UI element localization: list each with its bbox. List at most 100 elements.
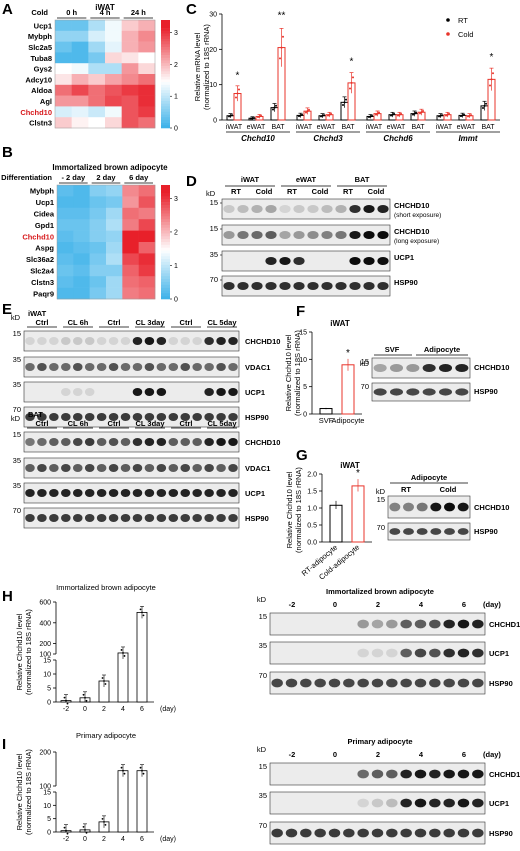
panel-title: iWAT: [330, 319, 350, 328]
blot-band: [204, 337, 214, 345]
data-point: [120, 766, 123, 769]
blot-band: [328, 678, 341, 688]
blot-band: [300, 828, 312, 838]
heatmap-cell: [89, 276, 107, 288]
gene-label: Adcy10: [25, 75, 52, 84]
mw-marker: 35: [210, 250, 218, 259]
kd-label: kD: [376, 487, 386, 496]
heatmap-cell: [71, 63, 89, 75]
data-point: [228, 115, 230, 118]
heatmap-cell: [138, 287, 156, 300]
colorbar-step: [161, 25, 170, 29]
blot-band: [389, 528, 401, 535]
colorbar-step: [161, 207, 170, 211]
data-point: [446, 113, 449, 116]
y-tick-label: 100: [39, 652, 51, 659]
y-tick-label: 1.5: [307, 489, 317, 496]
heatmap-cell: [55, 84, 72, 96]
heatmap-cell: [88, 117, 106, 129]
blot-band: [156, 514, 167, 522]
colorbar-step: [161, 187, 170, 191]
x-tick-label: eWAT: [387, 124, 406, 131]
blot-band: [457, 798, 470, 808]
blot-band: [192, 514, 202, 522]
blot-band: [168, 489, 179, 497]
kd-label: kD: [11, 414, 21, 423]
heatmap-cell: [122, 242, 139, 254]
blot-band: [96, 489, 107, 497]
lane-label: Ctrl: [180, 318, 193, 327]
lane-label: 4: [419, 750, 424, 759]
mw-marker: 70: [377, 523, 385, 532]
x-tick-label: -2: [63, 706, 69, 713]
colorbar-step: [161, 57, 170, 61]
blot-band: [279, 257, 291, 265]
blot-band: [156, 363, 167, 371]
blot-band: [223, 282, 235, 290]
blot-band: [377, 205, 389, 213]
blot-band: [251, 205, 263, 213]
blot-strip: [269, 791, 486, 815]
blot-band: [192, 489, 202, 497]
data-point: [275, 104, 277, 107]
blot-band: [472, 769, 484, 779]
blot-band: [108, 438, 119, 446]
gene-label: Gpd1: [35, 221, 54, 230]
blot-band: [279, 205, 291, 213]
colorbar-step: [161, 68, 170, 72]
colorbar-step: [161, 202, 170, 206]
data-point: [460, 115, 462, 118]
blot-band: [400, 648, 412, 658]
y-tick-label: 5: [303, 384, 307, 391]
gene-group-label: Chchd10: [241, 134, 275, 143]
data-point: [352, 76, 354, 79]
data-point: [123, 655, 126, 657]
blot-row-label: UCP1: [489, 649, 509, 658]
heatmap-cell: [57, 242, 74, 254]
blot-band: [321, 282, 333, 290]
blot-band: [25, 438, 35, 446]
blot-band: [472, 648, 484, 658]
colorbar-step: [161, 256, 170, 260]
blot-strip: [269, 641, 486, 665]
heatmap-cell: [71, 117, 89, 129]
heatmap-cell: [138, 41, 156, 53]
colorbar-step: [161, 90, 170, 94]
colorbar-step: [161, 119, 170, 123]
colorbar-step: [161, 193, 170, 197]
panel-letter: A: [2, 1, 13, 18]
blot-band: [108, 337, 119, 345]
y-tick-label: 10: [299, 357, 307, 364]
heatmap-cell: [88, 95, 106, 107]
data-point: [103, 680, 105, 682]
x-tick-label: eWAT: [247, 124, 266, 131]
colorbar-step: [161, 219, 170, 223]
blot-band: [279, 282, 291, 290]
data-point: [482, 106, 484, 109]
legend-marker-rt: [446, 18, 450, 22]
blot-band: [37, 514, 47, 522]
blot-band: [377, 257, 389, 265]
data-point: [441, 114, 443, 117]
data-point: [120, 649, 123, 651]
blot-band: [400, 798, 412, 808]
data-point: [84, 828, 86, 831]
y-tick-label: 400: [39, 620, 51, 627]
blot-band: [228, 514, 238, 522]
heatmap-cell: [106, 207, 123, 220]
heatmap-cell: [122, 207, 139, 220]
heatmap-cell: [89, 185, 107, 197]
data-point: [142, 772, 145, 775]
x-tick-label: 2: [102, 836, 106, 843]
heatmap-cell: [122, 219, 139, 231]
mw-marker: 35: [259, 791, 267, 800]
blot-band: [72, 337, 83, 345]
x-axis-unit: (day): [160, 836, 176, 843]
x-tick-label: Adipocyte: [332, 416, 365, 425]
lane-label: CL 6h: [68, 419, 89, 428]
column-header: - 2 day: [61, 173, 86, 182]
blot-band: [61, 464, 71, 472]
tissue-header: iWAT: [241, 175, 260, 184]
blot-band: [422, 364, 436, 372]
blot-band: [414, 619, 427, 629]
